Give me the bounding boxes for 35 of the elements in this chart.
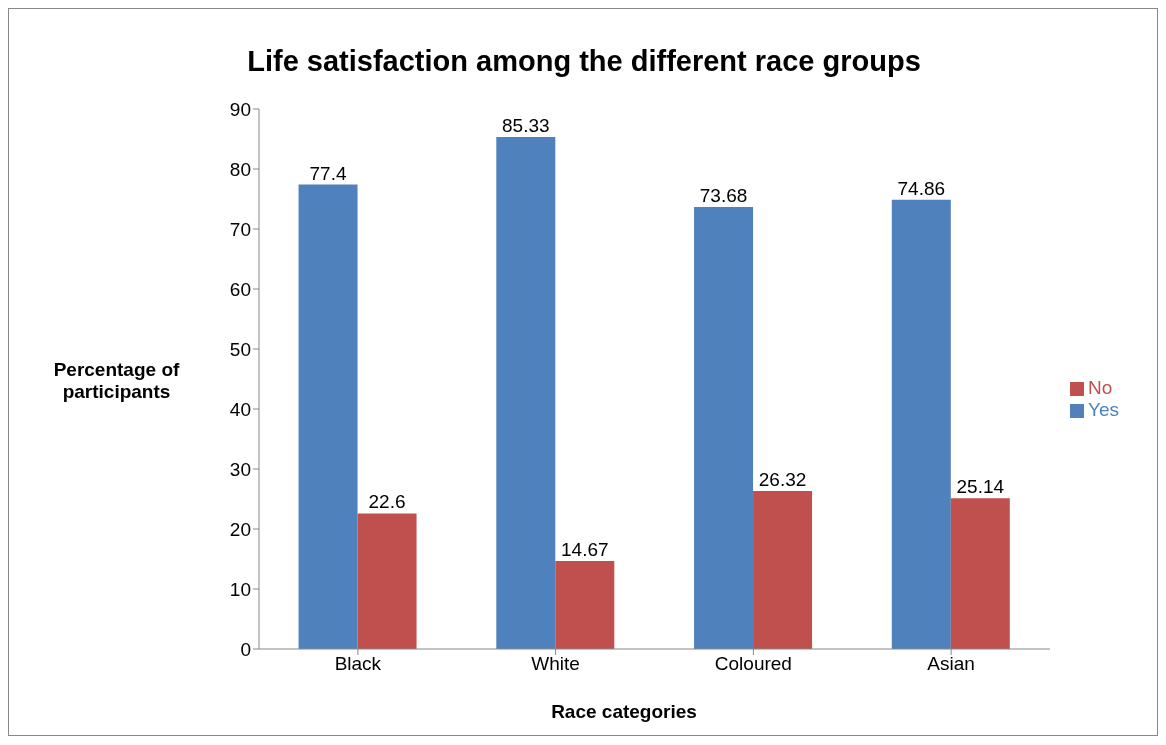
y-tick-label: 0	[240, 638, 251, 660]
bar	[694, 206, 754, 649]
legend-label: Yes	[1088, 399, 1119, 420]
y-tick-label: 70	[229, 218, 251, 240]
data-label: 25.14	[956, 476, 1005, 498]
x-tick-label: White	[531, 653, 580, 675]
y-tick-label: 80	[229, 158, 251, 180]
legend-label: No	[1088, 377, 1113, 398]
x-axis-title: Race categories	[550, 701, 698, 723]
x-tick-label: Asian	[927, 653, 975, 675]
bar	[555, 560, 615, 649]
data-label: 22.6	[368, 491, 406, 513]
bar	[298, 184, 358, 649]
y-tick-label: 60	[229, 278, 251, 300]
data-label: 77.4	[309, 162, 347, 184]
y-tick-label: 40	[229, 398, 251, 420]
bar	[753, 491, 813, 649]
bar	[950, 498, 1010, 649]
data-label: 85.33	[502, 115, 550, 137]
y-tick-label: 50	[229, 338, 251, 360]
x-tick-label: Coloured	[714, 653, 792, 675]
data-label: 73.68	[699, 184, 748, 206]
bar	[357, 513, 417, 649]
bar	[891, 199, 951, 649]
data-label: 74.86	[897, 177, 946, 199]
y-tick-label: 20	[229, 518, 251, 540]
bar	[496, 137, 556, 649]
y-tick-label: 10	[229, 578, 251, 600]
data-label: 26.32	[758, 469, 807, 491]
x-tick-label: Black	[334, 653, 382, 675]
data-label: 14.67	[561, 538, 609, 560]
y-tick-label: 30	[229, 458, 251, 480]
chart-title: Life satisfaction among the different race groups	[246, 45, 922, 78]
y-tick-label: 90	[229, 98, 251, 120]
y-axis-title: Percentage of participants	[52, 359, 181, 403]
